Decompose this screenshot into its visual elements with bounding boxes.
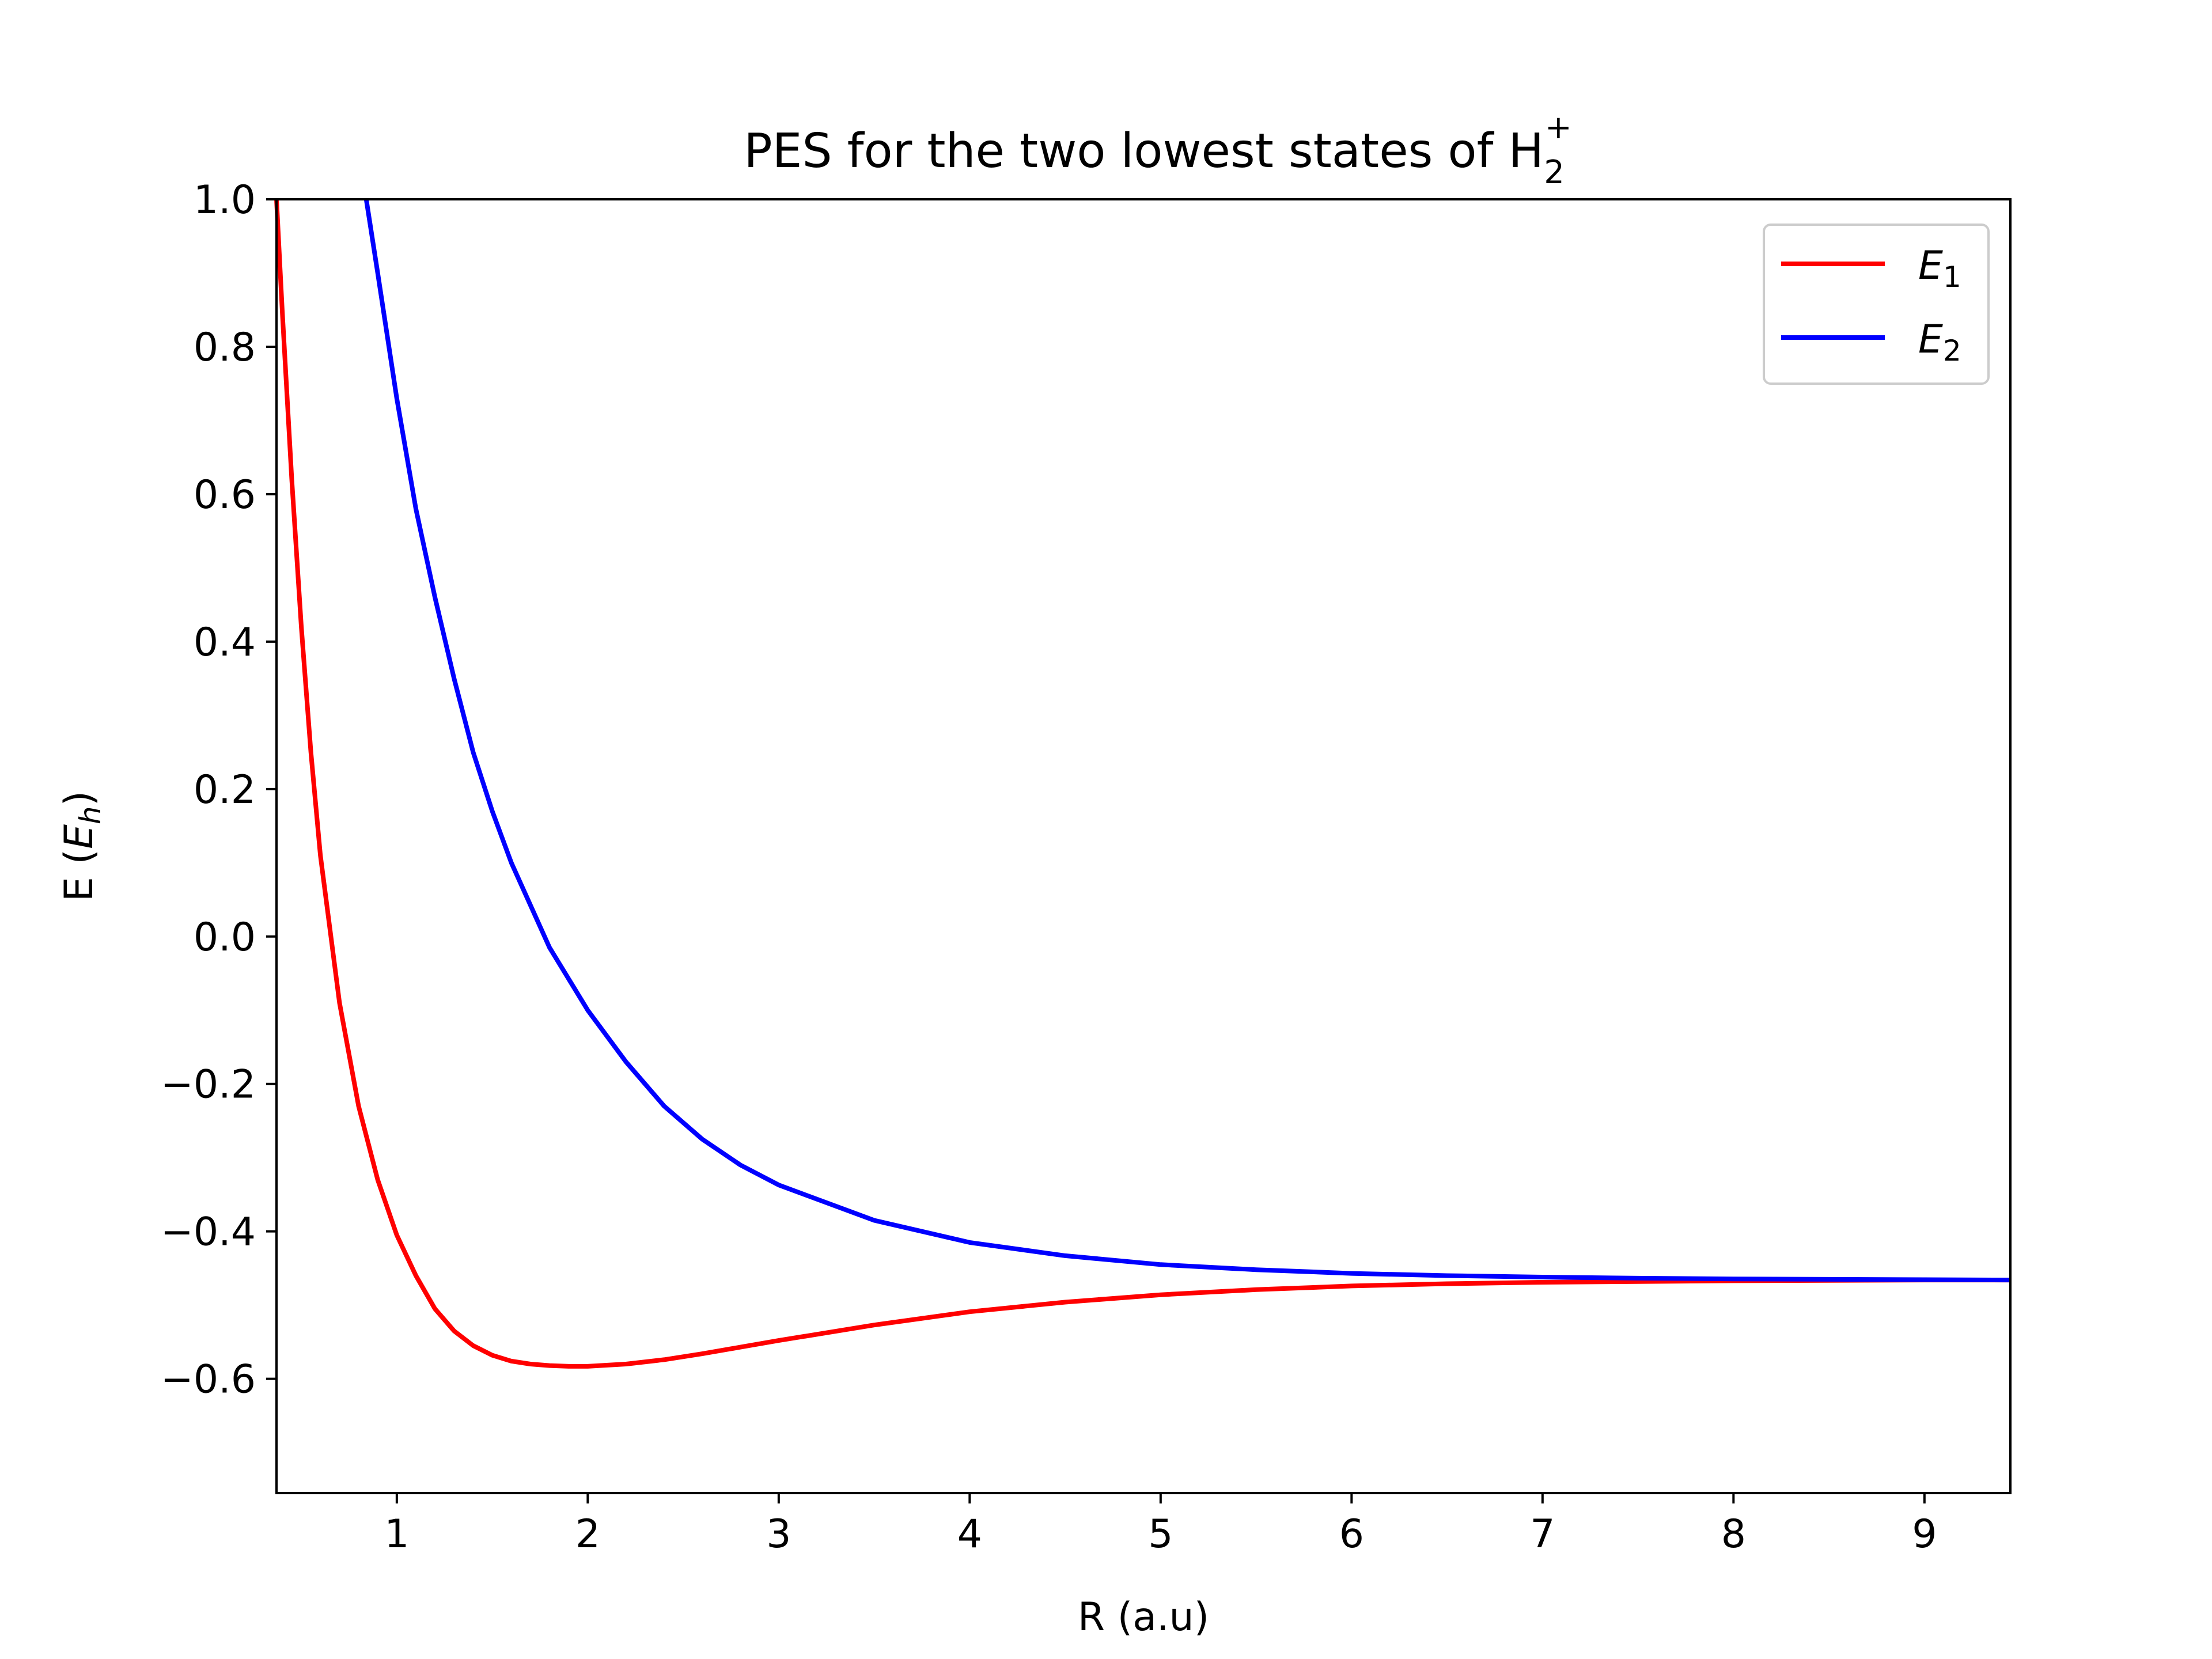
y-axis-ticks: 1.0 0.8 0.6 0.4 0.2 0.0 −0.2 −0.4 −0.6	[161, 177, 276, 1403]
chart-title-subscript: 2	[1544, 154, 1565, 191]
plot-lines	[274, 199, 2011, 1369]
chart-title: PES for the two lowest states of H2+	[744, 109, 1572, 191]
x-axis-ticks: 1 2 3 4 5 6 7 8 9	[384, 1493, 1937, 1557]
series-line-e1	[274, 199, 2010, 1369]
y-tick-label: 0.0	[194, 915, 256, 960]
legend-label-e2: E2	[1918, 317, 1961, 368]
x-tick-label: 2	[575, 1512, 600, 1557]
x-tick-label: 6	[1339, 1512, 1364, 1557]
x-tick-label: 7	[1530, 1512, 1555, 1557]
y-tick-label: 0.8	[194, 325, 256, 370]
y-tick-label: 1.0	[194, 177, 256, 223]
x-tick-label: 4	[957, 1512, 982, 1557]
x-tick-label: 8	[1721, 1512, 1746, 1557]
y-tick-label: 0.6	[194, 472, 256, 518]
y-tick-label: 0.4	[194, 620, 256, 665]
x-axis-label: R (a.u)	[1078, 1594, 1209, 1640]
x-tick-label: 9	[1912, 1512, 1937, 1557]
legend: E1 E2	[1763, 224, 1990, 385]
y-tick-label: −0.6	[161, 1357, 256, 1403]
x-tick-label: 5	[1148, 1512, 1173, 1557]
y-tick-label: 0.2	[194, 767, 256, 813]
y-tick-label: −0.4	[161, 1210, 256, 1255]
y-tick-label: −0.2	[161, 1062, 256, 1108]
x-tick-label: 3	[766, 1512, 791, 1557]
chart-title-superscript: +	[1545, 109, 1572, 146]
x-tick-label: 1	[384, 1512, 409, 1557]
series-line-e2	[363, 199, 2011, 1283]
legend-label-e1: E1	[1918, 243, 1961, 294]
y-axis-label: E (Eh)	[56, 791, 107, 902]
plot-frame	[275, 198, 2012, 1494]
